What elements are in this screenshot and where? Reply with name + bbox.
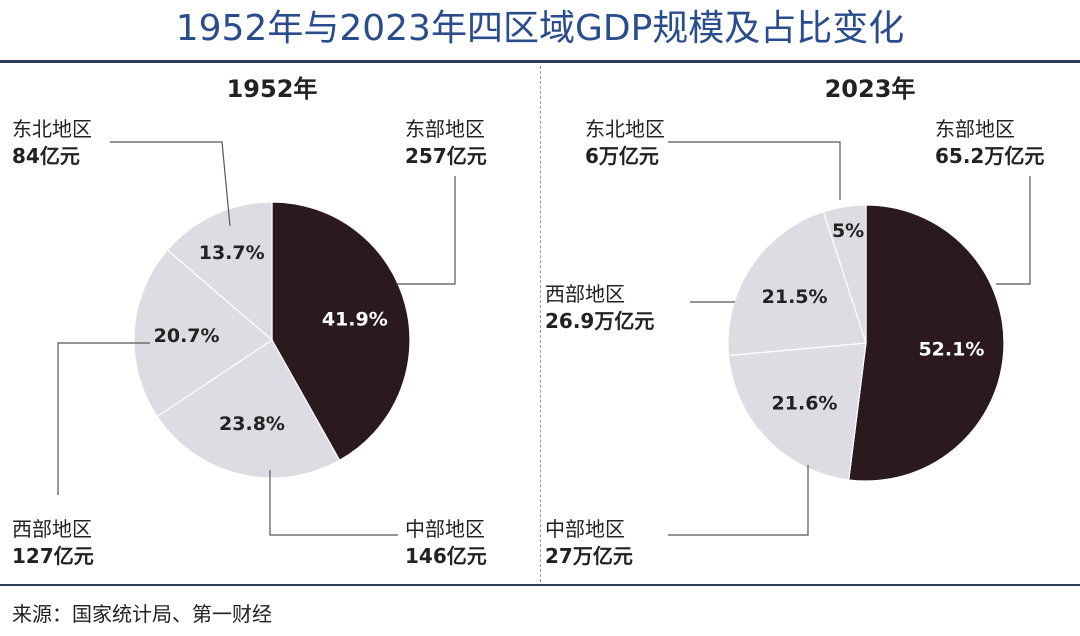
pct-label-west-2023: 21.5% <box>762 286 828 308</box>
pct-label-west-1952: 20.7% <box>154 325 220 347</box>
region-value-northeast-2023: 6万亿元 <box>585 144 659 168</box>
pct-label-northeast-1952: 13.7% <box>199 242 265 264</box>
region-name-west-1952: 西部地区 <box>12 517 92 541</box>
region-name-east-1952: 东部地区 <box>405 117 485 141</box>
pie-panel-2023: 2023年 52.1% 东部地区 65.2万亿元 21.6% 中部地区 27万亿元 21.5%… <box>545 75 1044 568</box>
leader-line-central-2023 <box>668 465 809 536</box>
panel-divider <box>540 66 541 582</box>
region-value-northeast-1952: 84亿元 <box>12 144 80 168</box>
region-name-northeast-2023: 东北地区 <box>585 117 665 141</box>
region-value-west-2023: 26.9万亿元 <box>545 309 654 333</box>
pie-slice-northeast-1952 <box>166 201 273 342</box>
pct-label-central-1952: 23.8% <box>219 413 285 435</box>
region-name-central-2023: 中部地区 <box>545 517 625 541</box>
region-value-east-1952: 257亿元 <box>405 144 487 168</box>
leader-line-west-1952 <box>57 342 150 495</box>
pie-slice-east-2023 <box>848 204 1005 482</box>
region-name-northeast-1952: 东北地区 <box>12 117 92 141</box>
region-value-central-2023: 27万亿元 <box>545 544 633 568</box>
leader-line-northeast-1952 <box>110 141 231 227</box>
pct-label-east-1952: 41.9% <box>322 308 388 330</box>
region-value-east-2023: 65.2万亿元 <box>935 144 1044 168</box>
pie-slice-west-1952 <box>133 249 273 418</box>
leader-line-east-1952 <box>396 176 456 285</box>
region-name-west-2023: 西部地区 <box>545 282 625 306</box>
pie-slice-west-2023 <box>727 210 867 357</box>
pie-slice-northeast-2023 <box>822 204 867 344</box>
pie-panel-1952: 1952年 41.9% 东部地区 257亿元 23.8% 中部地区 146亿元 20.7% 西部… <box>12 75 487 568</box>
pie-slice-central-1952 <box>156 339 341 479</box>
leader-line-east-2023 <box>996 176 1031 285</box>
bottom-rule <box>0 584 1080 586</box>
chart-title: 1952年与2023年四区域GDP规模及占比变化 <box>175 8 905 49</box>
leader-line-northeast-2023 <box>668 141 841 200</box>
pie-title-2023: 2023年 <box>825 75 916 103</box>
region-name-central-1952: 中部地区 <box>405 517 485 541</box>
pie-title-1952: 1952年 <box>227 75 318 103</box>
region-value-central-1952: 146亿元 <box>405 544 487 568</box>
pct-label-east-2023: 52.1% <box>918 338 984 360</box>
pie-slice-east-1952 <box>271 201 411 462</box>
pct-label-central-2023: 21.6% <box>772 392 838 414</box>
region-value-west-1952: 127亿元 <box>12 544 94 568</box>
top-rule <box>0 60 1080 63</box>
pie-slice-central-2023 <box>727 342 867 481</box>
charts-area: 1952年 41.9% 东部地区 257亿元 23.8% 中部地区 146亿元 20.7% 西部… <box>12 75 1044 568</box>
source-note: 来源：国家统计局、第一财经 <box>12 602 272 626</box>
leader-line-central-1952 <box>269 470 398 536</box>
region-name-east-2023: 东部地区 <box>935 117 1015 141</box>
pct-label-northeast-2023: 5% <box>832 220 864 242</box>
